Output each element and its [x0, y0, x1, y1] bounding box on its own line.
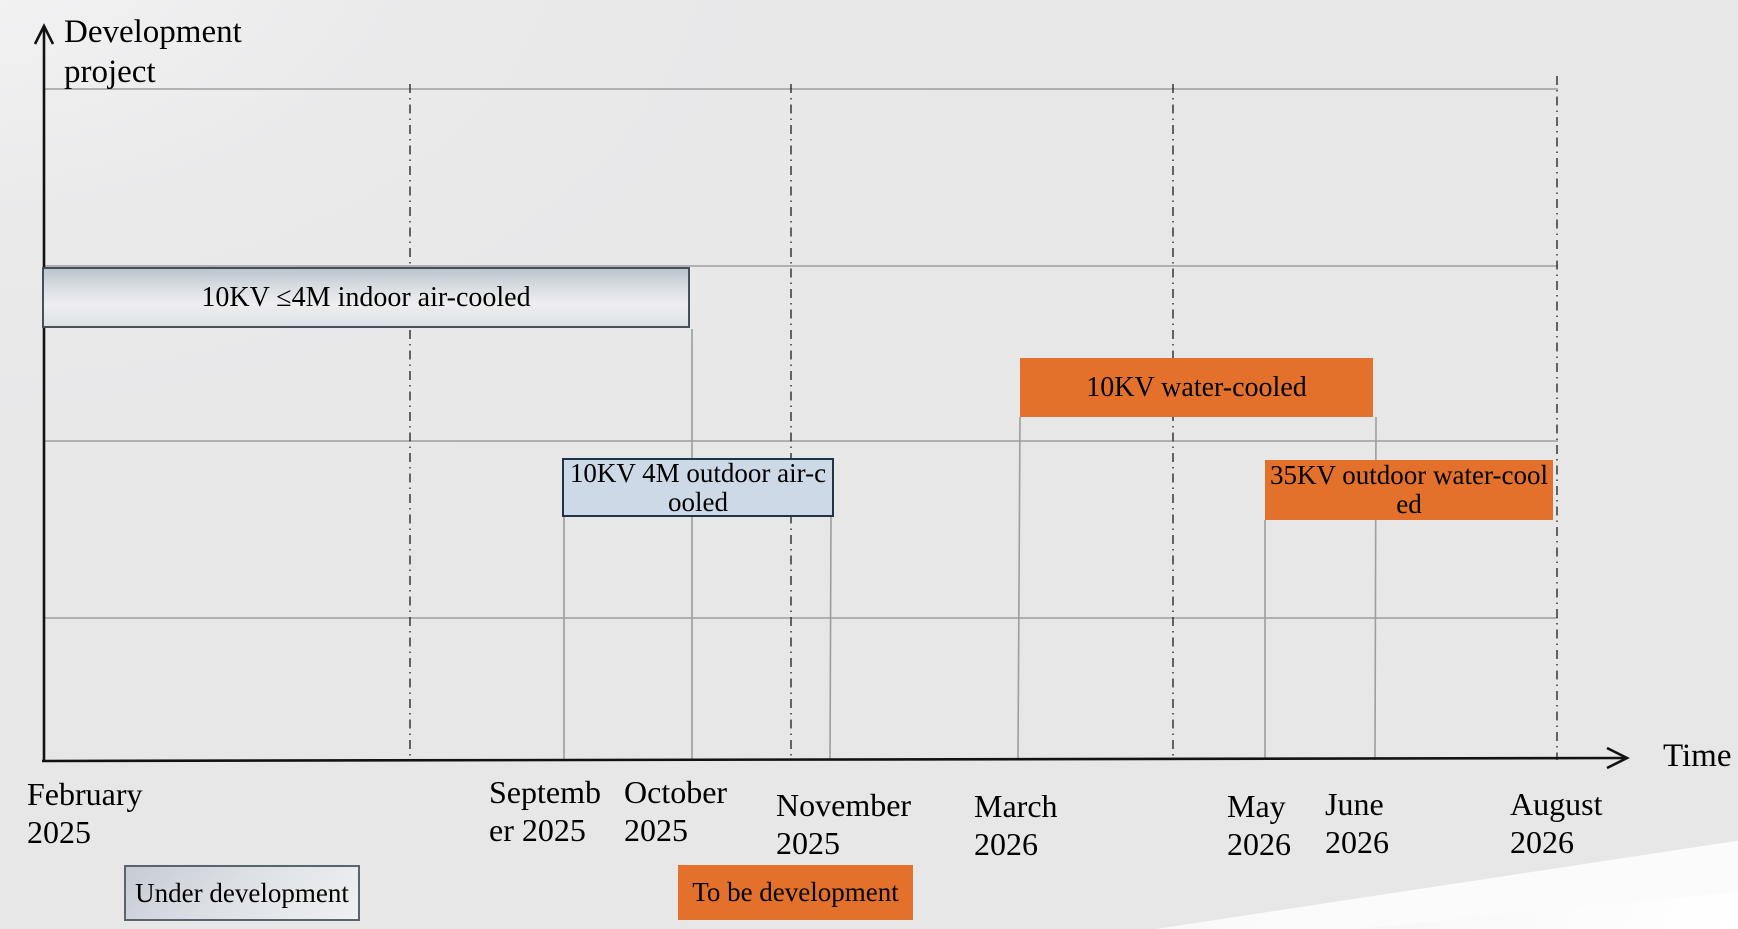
dash-dot-reference-lines: [409, 76, 1558, 760]
legend-label: To be development: [692, 877, 899, 907]
task-bar-label: 10KV ≤4M indoor air-cooled: [201, 281, 531, 313]
task-bar-label: 35KV outdoor water-cool ed: [1270, 460, 1548, 519]
x-tick-february-2025: February 2025: [27, 776, 143, 850]
y-axis-title: Development project: [64, 14, 242, 90]
task-bar-10kv-water-cooled: 10KV water-cooled: [1020, 358, 1373, 417]
axes: [33, 23, 1630, 770]
x-tick-october-2025: October 2025: [624, 774, 728, 848]
x-tick-march-2026: March 2026: [974, 788, 1058, 862]
legend-label: Under development: [135, 877, 349, 908]
task-bar-label: 10KV water-cooled: [1086, 371, 1307, 403]
task-bar-label: 10KV 4M outdoor air-c ooled: [569, 457, 827, 517]
drop-line-march: [1017, 416, 1021, 761]
x-axis-line: [41, 756, 1627, 763]
horizontal-gridlines: [44, 88, 1558, 619]
legend-under-development: Under development: [124, 865, 360, 921]
drop-line-november: [829, 516, 832, 761]
task-bar-10kv-indoor-air-cooled: 10KV ≤4M indoor air-cooled: [42, 267, 690, 328]
x-tick-may-2026: May 2026: [1227, 788, 1291, 862]
x-tick-september-2025: Septemb er 2025: [489, 774, 601, 848]
x-tick-june-2026: June 2026: [1325, 786, 1389, 860]
x-tick-november-2025: November 2025: [776, 787, 912, 861]
x-axis-title: Time: [1663, 738, 1732, 774]
task-bar-10kv-outdoor-air-cooled: 10KV 4M outdoor air-c ooled: [562, 458, 834, 517]
task-bar-35kv-outdoor-water-cooled: 35KV outdoor water-cool ed: [1265, 460, 1553, 520]
x-tick-august-2026: August 2026: [1510, 786, 1603, 860]
legend-to-be-development: To be development: [678, 865, 913, 920]
y-axis-arrow: [33, 23, 55, 45]
x-axis-arrow: [1606, 746, 1630, 770]
